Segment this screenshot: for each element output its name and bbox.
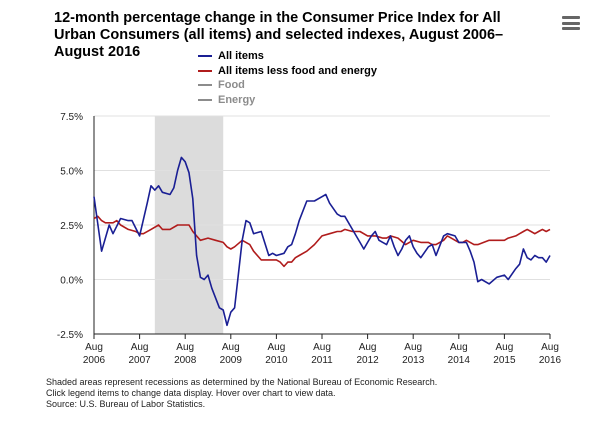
legend-item-food[interactable]: Food: [198, 78, 377, 93]
series-line-all-items: [93, 156, 551, 327]
x-tick-label-month: Aug: [541, 342, 559, 353]
chart-legend: All items All items less food and energy…: [198, 49, 377, 107]
legend-swatch: [198, 84, 212, 87]
x-tick-label-year: 2009: [220, 355, 243, 366]
x-tick-label-month: Aug: [450, 342, 468, 353]
footnotes: Shaded areas represent recessions as det…: [46, 377, 437, 410]
y-tick-label: 7.5%: [60, 112, 83, 123]
chart-title: 12-month percentage change in the Consum…: [54, 10, 504, 60]
recession-shading: [154, 116, 224, 334]
x-tick-label-year: 2010: [265, 355, 288, 366]
x-tick-label-year: 2016: [539, 355, 562, 366]
y-tick-label: 2.5%: [60, 221, 83, 232]
x-tick-label-year: 2007: [128, 355, 151, 366]
hamburger-menu-icon[interactable]: [562, 16, 580, 30]
x-tick-label-year: 2008: [174, 355, 197, 366]
x-tick-label-year: 2012: [356, 355, 379, 366]
legend-label: Food: [218, 79, 245, 92]
series-line-core: [93, 215, 551, 268]
x-tick-label-month: Aug: [496, 342, 514, 353]
x-tick-label-year: 2006: [83, 355, 106, 366]
legend-swatch: [198, 55, 212, 58]
legend-label: All items: [218, 50, 264, 63]
x-tick-label-year: 2015: [493, 355, 516, 366]
x-tick-label-year: 2011: [311, 355, 333, 366]
footnote-recession: Shaded areas represent recessions as det…: [46, 377, 438, 387]
y-tick-label: -2.5%: [57, 330, 83, 341]
legend-swatch: [198, 69, 212, 72]
x-tick-label-year: 2013: [402, 355, 425, 366]
legend-swatch: [198, 98, 212, 101]
footnote-source: Source: U.S. Bureau of Labor Statistics.: [46, 399, 206, 409]
x-tick-label-month: Aug: [313, 342, 331, 353]
menu-bar: [562, 16, 580, 19]
y-tick-label: 5.0%: [60, 167, 83, 178]
x-tick-label-month: Aug: [268, 342, 286, 353]
x-tick-label-month: Aug: [176, 342, 194, 353]
y-tick-label: 0.0%: [60, 276, 83, 287]
x-tick-label-month: Aug: [404, 342, 422, 353]
legend-label: Energy: [218, 93, 256, 106]
x-tick-label-month: Aug: [222, 342, 240, 353]
legend-label: All items less food and energy: [218, 64, 377, 77]
footnote-instructions: Click legend items to change data displa…: [46, 388, 336, 398]
legend-item-core[interactable]: All items less food and energy: [198, 64, 377, 79]
x-tick-label-month: Aug: [85, 342, 103, 353]
x-tick-label-year: 2014: [448, 355, 471, 366]
menu-bar: [562, 21, 580, 25]
legend-item-all-items[interactable]: All items: [198, 49, 377, 64]
legend-item-energy[interactable]: Energy: [198, 93, 377, 108]
x-tick-label-month: Aug: [359, 342, 377, 353]
menu-bar: [562, 27, 580, 30]
x-tick-label-month: Aug: [131, 342, 149, 353]
